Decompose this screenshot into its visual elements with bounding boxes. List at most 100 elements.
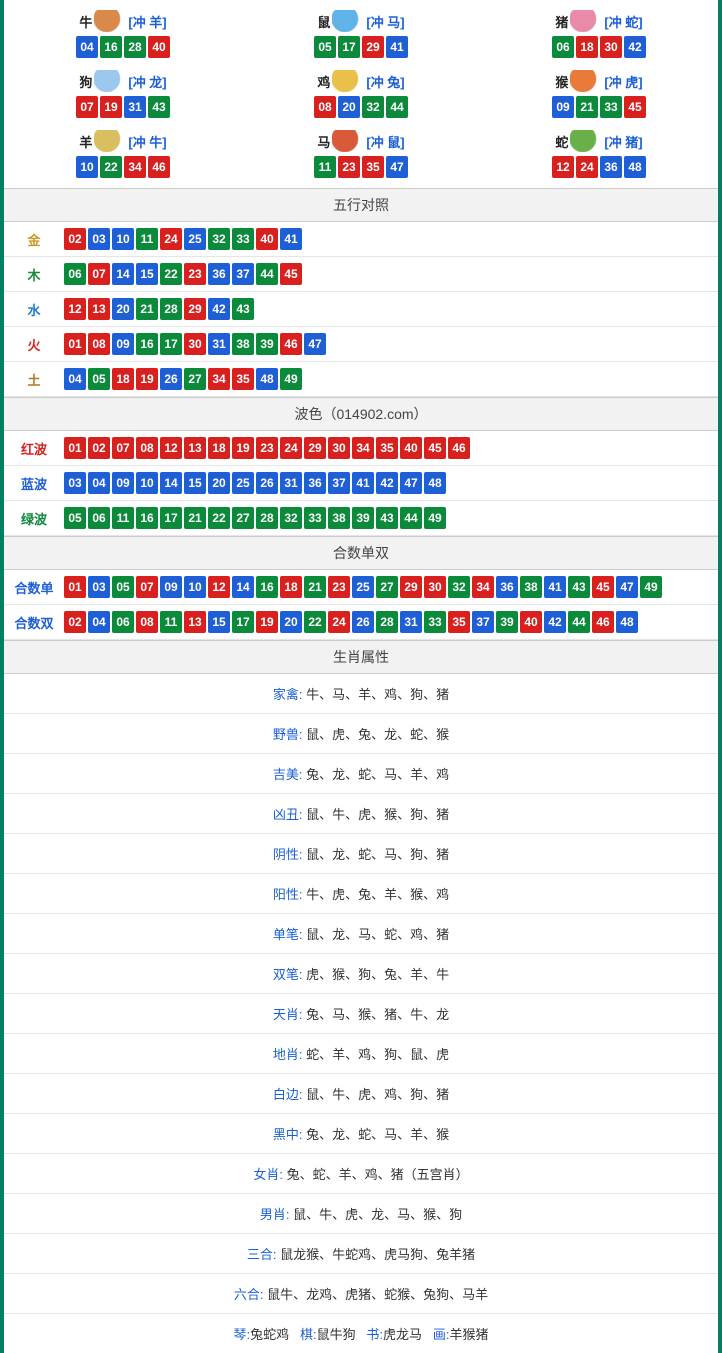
number-ball: 49: [424, 507, 446, 529]
number-ball: 49: [280, 368, 302, 390]
number-ball: 39: [496, 611, 518, 633]
zodiac-header: 猪 [冲 蛇]: [480, 10, 718, 32]
attr-row: 男肖: 鼠、牛、虎、龙、马、猴、狗: [4, 1194, 718, 1234]
number-ball: 36: [600, 156, 622, 178]
number-ball: 22: [100, 156, 122, 178]
zodiac-clash: [冲 兔]: [366, 72, 404, 91]
number-ball: 43: [376, 507, 398, 529]
zodiac-name: 羊: [79, 132, 92, 151]
number-ball: 45: [424, 437, 446, 459]
number-ball: 48: [424, 472, 446, 494]
number-ball: 46: [448, 437, 470, 459]
row-label: 木: [12, 265, 56, 284]
attrs-table: 家禽: 牛、马、羊、鸡、狗、猪 野兽: 鼠、虎、兔、龙、蛇、猴 吉美: 兔、龙、…: [4, 674, 718, 1314]
number-ball: 27: [376, 576, 398, 598]
bottom-value: 羊猴猪: [450, 1327, 489, 1342]
number-ball: 40: [256, 228, 278, 250]
zodiac-cell: 猴 [冲 虎] 09213345: [480, 64, 718, 124]
number-ball: 04: [88, 472, 110, 494]
zodiac-icon: [570, 10, 602, 32]
number-ball: 48: [624, 156, 646, 178]
bottom-label: 琴:: [233, 1327, 250, 1342]
number-ball: 12: [64, 298, 86, 320]
attr-value: 鼠龙猴、牛蛇鸡、虎马狗、兔羊猪: [280, 1247, 475, 1262]
number-ball: 27: [232, 507, 254, 529]
number-ball: 16: [136, 507, 158, 529]
number-ball: 08: [314, 96, 336, 118]
attr-label: 家禽:: [273, 687, 303, 702]
number-ball: 20: [280, 611, 302, 633]
zodiac-cell: 牛 [冲 羊] 04162840: [4, 4, 242, 64]
number-ball: 21: [136, 298, 158, 320]
number-ball: 15: [136, 263, 158, 285]
number-ball: 28: [256, 507, 278, 529]
table-row: 合数双 020406081113151719202224262831333537…: [4, 605, 718, 640]
zodiac-clash: [冲 蛇]: [604, 12, 642, 31]
number-ball: 38: [520, 576, 542, 598]
number-ball: 42: [544, 611, 566, 633]
zodiac-icon: [332, 130, 364, 152]
zodiac-cell: 狗 [冲 龙] 07193143: [4, 64, 242, 124]
number-ball: 24: [280, 437, 302, 459]
attr-value: 蛇、羊、鸡、狗、鼠、虎: [306, 1047, 449, 1062]
number-ball: 05: [88, 368, 110, 390]
number-ball: 26: [352, 611, 374, 633]
bottom-part: 琴:兔蛇鸡: [233, 1327, 289, 1342]
attr-label: 女肖:: [253, 1167, 283, 1182]
number-ball: 21: [184, 507, 206, 529]
number-ball: 44: [400, 507, 422, 529]
number-ball: 01: [64, 437, 86, 459]
table-row: 蓝波 03040910141520252631363741424748: [4, 466, 718, 501]
attr-value: 兔、蛇、羊、鸡、猪（五宫肖）: [287, 1167, 469, 1182]
zodiac-header: 羊 [冲 牛]: [4, 130, 242, 152]
zodiac-header: 鸡 [冲 兔]: [242, 70, 480, 92]
zodiac-balls: 07193143: [4, 96, 242, 118]
row-label: 合数单: [12, 578, 56, 597]
number-ball: 04: [88, 611, 110, 633]
number-ball: 29: [304, 437, 326, 459]
number-ball: 43: [232, 298, 254, 320]
table-row: 绿波 05061116172122272832333839434449: [4, 501, 718, 536]
zodiac-name: 马: [317, 132, 330, 151]
zodiac-name: 蛇: [555, 132, 568, 151]
zodiac-balls: 05172941: [242, 36, 480, 58]
bottom-label: 画:: [433, 1327, 450, 1342]
number-ball: 10: [136, 472, 158, 494]
row-balls: 0108091617303138394647: [64, 333, 326, 355]
number-ball: 31: [208, 333, 230, 355]
number-ball: 15: [184, 472, 206, 494]
number-ball: 37: [472, 611, 494, 633]
number-ball: 03: [64, 472, 86, 494]
section-header-wuxing: 五行对照: [4, 188, 718, 222]
number-ball: 09: [552, 96, 574, 118]
number-ball: 13: [184, 437, 206, 459]
number-ball: 02: [64, 611, 86, 633]
number-ball: 11: [112, 507, 134, 529]
number-ball: 47: [304, 333, 326, 355]
number-ball: 09: [112, 333, 134, 355]
number-ball: 19: [100, 96, 122, 118]
number-ball: 25: [232, 472, 254, 494]
number-ball: 20: [208, 472, 230, 494]
number-ball: 21: [576, 96, 598, 118]
number-ball: 03: [88, 576, 110, 598]
number-ball: 42: [624, 36, 646, 58]
number-ball: 16: [136, 333, 158, 355]
attr-row: 凶丑: 鼠、牛、虎、猴、狗、猪: [4, 794, 718, 834]
number-ball: 02: [88, 437, 110, 459]
number-ball: 06: [552, 36, 574, 58]
attr-label: 阴性:: [273, 847, 303, 862]
number-ball: 47: [616, 576, 638, 598]
number-ball: 28: [376, 611, 398, 633]
zodiac-icon: [332, 70, 364, 92]
attr-row: 单笔: 鼠、龙、马、蛇、鸡、猪: [4, 914, 718, 954]
bottom-part: 画:羊猴猪: [433, 1327, 489, 1342]
zodiac-clash: [冲 龙]: [128, 72, 166, 91]
number-ball: 07: [76, 96, 98, 118]
number-ball: 06: [112, 611, 134, 633]
attr-row: 白边: 鼠、牛、虎、鸡、狗、猪: [4, 1074, 718, 1114]
section-header-bose: 波色（014902.com）: [4, 397, 718, 431]
attr-value: 兔、龙、蛇、马、羊、鸡: [306, 767, 449, 782]
number-ball: 31: [124, 96, 146, 118]
row-label: 红波: [12, 439, 56, 458]
